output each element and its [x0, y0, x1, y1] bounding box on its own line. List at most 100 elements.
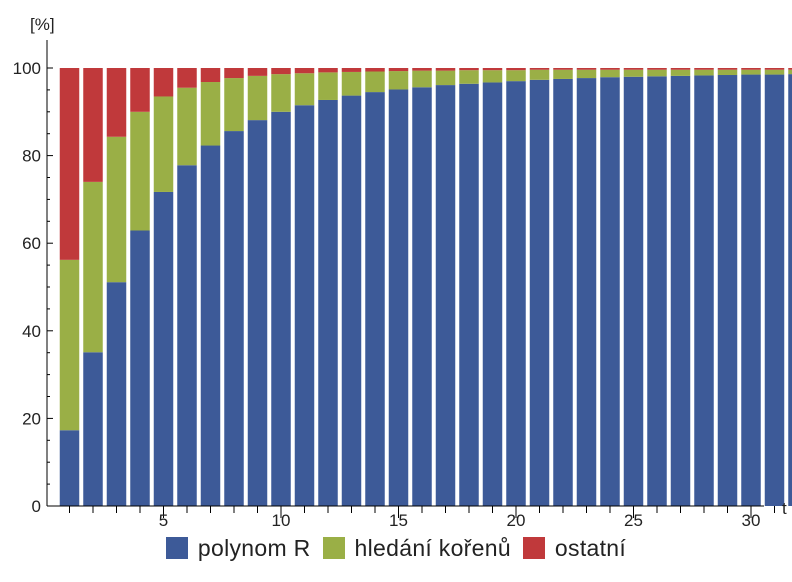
- bar-segment: [224, 68, 244, 79]
- y-tick-label: 40: [22, 322, 41, 341]
- red-square-icon: [522, 537, 545, 559]
- bar-segment: [600, 69, 620, 78]
- bar-segment: [106, 136, 127, 283]
- bar-segment: [224, 131, 244, 506]
- bar-segment: [459, 83, 479, 507]
- bar-segment: [412, 70, 432, 88]
- bar-segment: [694, 68, 714, 70]
- legend-item-polynom: polynom R: [165, 534, 311, 562]
- bar-segment: [318, 72, 338, 100]
- bar-segment: [106, 68, 127, 137]
- bar-segment: [177, 68, 197, 88]
- bar-segment: [553, 69, 573, 79]
- bar-segment: [247, 75, 268, 121]
- bar-segment: [130, 68, 150, 112]
- bar-segment: [153, 96, 174, 192]
- bar-segment: [788, 74, 792, 506]
- bar-segment: [200, 145, 221, 506]
- bar-segment: [412, 68, 432, 71]
- bar-segment: [388, 68, 409, 72]
- bar-segment: [647, 68, 667, 70]
- blue-square-icon: [165, 537, 188, 559]
- bar-segment: [764, 74, 785, 506]
- bar-segment: [623, 69, 644, 77]
- bar-segment: [482, 68, 503, 71]
- bar-segment: [670, 75, 691, 506]
- bar-segment: [694, 75, 714, 506]
- bar-segment: [247, 120, 268, 507]
- bar-segment: [200, 68, 221, 83]
- legend-label-ostatni: ostatní: [554, 534, 627, 561]
- bar-segment: [553, 78, 573, 506]
- y-tick-label: 100: [13, 59, 41, 78]
- stacked-bar-chart: 0 20 40 60 80 100 5 10 15 20 25 30 [%] t: [13, 15, 792, 530]
- bar-segment: [388, 71, 409, 90]
- bar-segment: [106, 282, 127, 506]
- bar-segment: [177, 87, 197, 166]
- bar-segment: [459, 68, 479, 71]
- bar-segment: [200, 82, 221, 146]
- y-tick-label: 80: [22, 147, 41, 166]
- bar-segment: [83, 181, 103, 353]
- bar-segment: [647, 69, 667, 77]
- bar-segment: [741, 69, 761, 75]
- bar-segment: [153, 68, 174, 97]
- bar-segment: [600, 77, 620, 506]
- bar-segment: [435, 70, 456, 86]
- bar-segment: [294, 73, 315, 106]
- bar-segment: [600, 68, 620, 70]
- x-tick-label: 15: [389, 511, 408, 530]
- bar-segment: [506, 70, 526, 82]
- bar-segment: [576, 68, 597, 70]
- bar-segment: [506, 81, 526, 506]
- bar-segment: [647, 76, 667, 506]
- bar-segment: [130, 111, 150, 231]
- bar-segment: [717, 68, 738, 70]
- bar-segment: [482, 82, 503, 506]
- bar-segment: [271, 111, 291, 507]
- legend-label-polynom: polynom R: [197, 534, 311, 561]
- bar-segment: [130, 230, 150, 506]
- legend-item-ostatni: ostatní: [522, 534, 627, 562]
- bar-segment: [341, 71, 362, 96]
- bar-segment: [623, 76, 644, 506]
- bar-segment: [341, 68, 362, 72]
- bar-segment: [553, 68, 573, 70]
- x-tick-label: 10: [272, 511, 291, 530]
- bar-segment: [764, 68, 785, 70]
- bar-segment: [153, 191, 174, 506]
- bar-segment: [529, 68, 550, 70]
- bar-segment: [670, 68, 691, 70]
- bar-segment: [788, 68, 792, 70]
- bar-segment: [224, 78, 244, 132]
- bar-segment: [271, 68, 291, 75]
- bar-segment: [482, 70, 503, 83]
- bar-segment: [59, 259, 80, 431]
- y-axis-title: [%]: [30, 15, 55, 34]
- bar-segment: [388, 89, 409, 507]
- bar-segment: [694, 69, 714, 76]
- bar-segment: [717, 75, 738, 506]
- y-tick-label: 20: [22, 409, 41, 428]
- bar-segment: [294, 68, 315, 74]
- bar-segment: [294, 105, 315, 506]
- bar-segment: [529, 79, 550, 506]
- x-axis-title: t: [782, 499, 787, 518]
- bar-segment: [365, 71, 385, 93]
- bar-segment: [788, 69, 792, 75]
- legend-item-hledani: hledání kořenů: [322, 534, 511, 562]
- legend-label-hledani: hledání kořenů: [354, 534, 511, 561]
- y-tick-label: 60: [22, 234, 41, 253]
- bar-segment: [506, 68, 526, 71]
- bar-segment: [435, 85, 456, 506]
- bar-segment: [83, 352, 103, 506]
- olive-square-icon: [322, 537, 345, 559]
- bar-segment: [623, 68, 644, 70]
- bar-segment: [59, 430, 80, 506]
- x-tick-label: 20: [507, 511, 526, 530]
- bar-segment: [83, 68, 103, 182]
- bar-segment: [341, 95, 362, 506]
- bar-segment: [271, 74, 291, 112]
- bar-segment: [59, 68, 80, 260]
- bar-segment: [412, 87, 432, 507]
